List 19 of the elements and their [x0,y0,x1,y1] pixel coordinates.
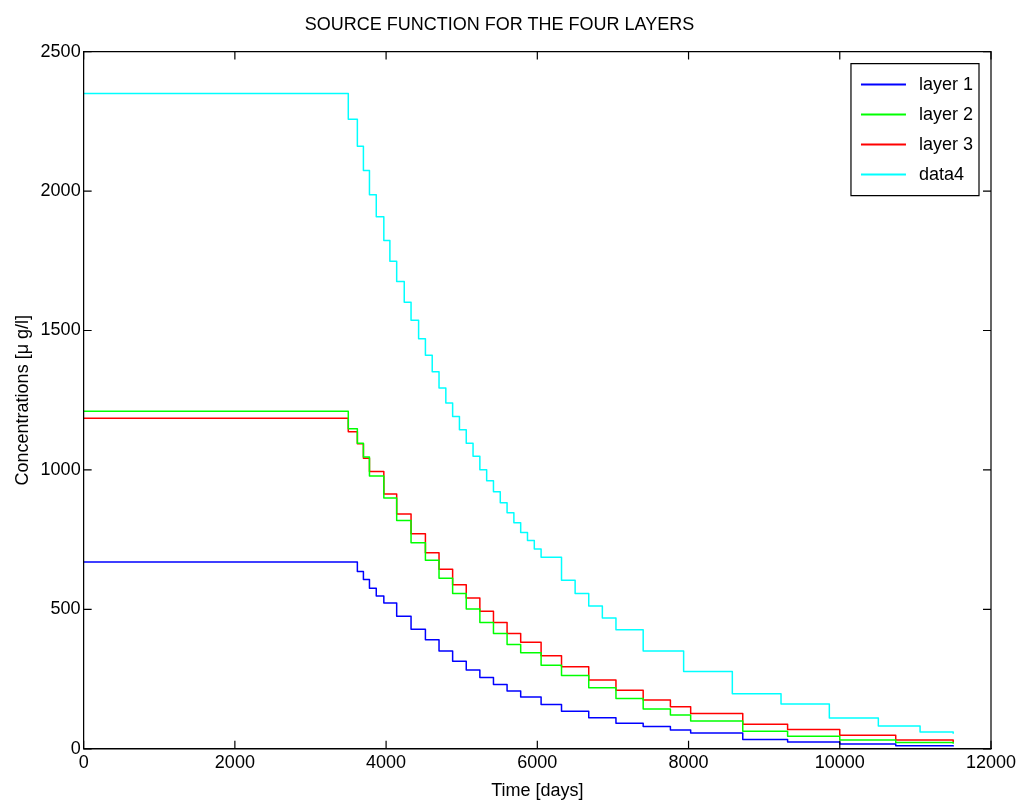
legend-label: layer 2 [918,103,973,124]
legend-label: layer 3 [918,133,973,154]
y-tick-label: 500 [50,598,81,619]
y-axis-title: Concentrations [μ g/l] [11,314,32,486]
x-tick-label: 2000 [214,751,255,772]
y-tick-label: 2000 [40,180,81,201]
y-tick-label: 1500 [40,319,81,340]
x-tick-label: 6000 [517,751,558,772]
x-tick-label: 4000 [366,751,407,772]
y-tick-label: 2500 [40,40,81,61]
x-tick-label: 8000 [668,751,709,772]
chart-title: SOURCE FUNCTION FOR THE FOUR LAYERS [304,13,695,34]
x-axis-title: Time [days] [491,780,584,801]
legend-label: data4 [918,163,965,184]
y-tick-label: 1000 [40,458,81,479]
y-tick-label: 0 [70,737,81,758]
x-tick-label: 10000 [814,751,865,772]
x-tick-label: 12000 [965,751,1017,772]
legend-label: layer 1 [918,73,973,94]
